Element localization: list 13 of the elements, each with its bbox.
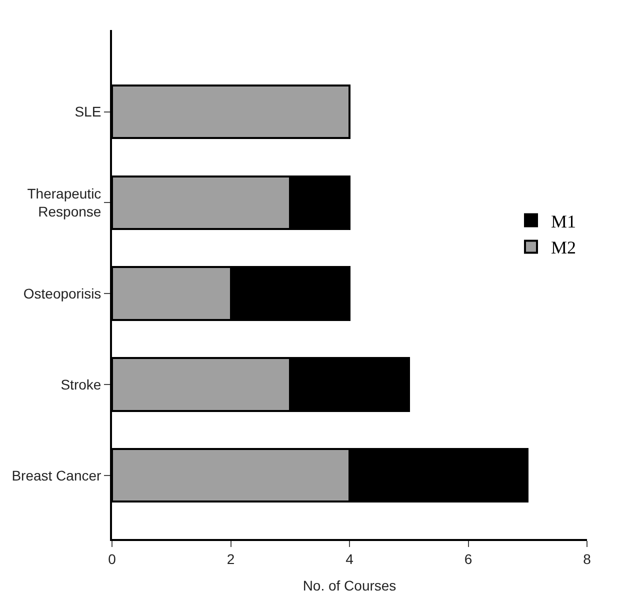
- x-tick-label: 8: [583, 550, 592, 567]
- y-tick-label: Breast Cancer: [12, 467, 102, 484]
- y-tick-label: Stroke: [60, 376, 102, 392]
- x-tick-label: 0: [108, 550, 116, 567]
- legend-label: M2: [551, 238, 576, 258]
- y-tick-label: SLE: [74, 104, 102, 120]
- x-tick-label: 4: [346, 550, 354, 567]
- x-tick-label: 2: [226, 550, 235, 567]
- legend-label: M1: [551, 211, 576, 232]
- y-tick-label: Osteoporisis: [23, 285, 102, 302]
- x-tick-label: 6: [464, 550, 472, 567]
- x-axis-title: No. of Courses: [302, 578, 396, 594]
- y-tick-label: Therapeutic Response: [27, 186, 102, 220]
